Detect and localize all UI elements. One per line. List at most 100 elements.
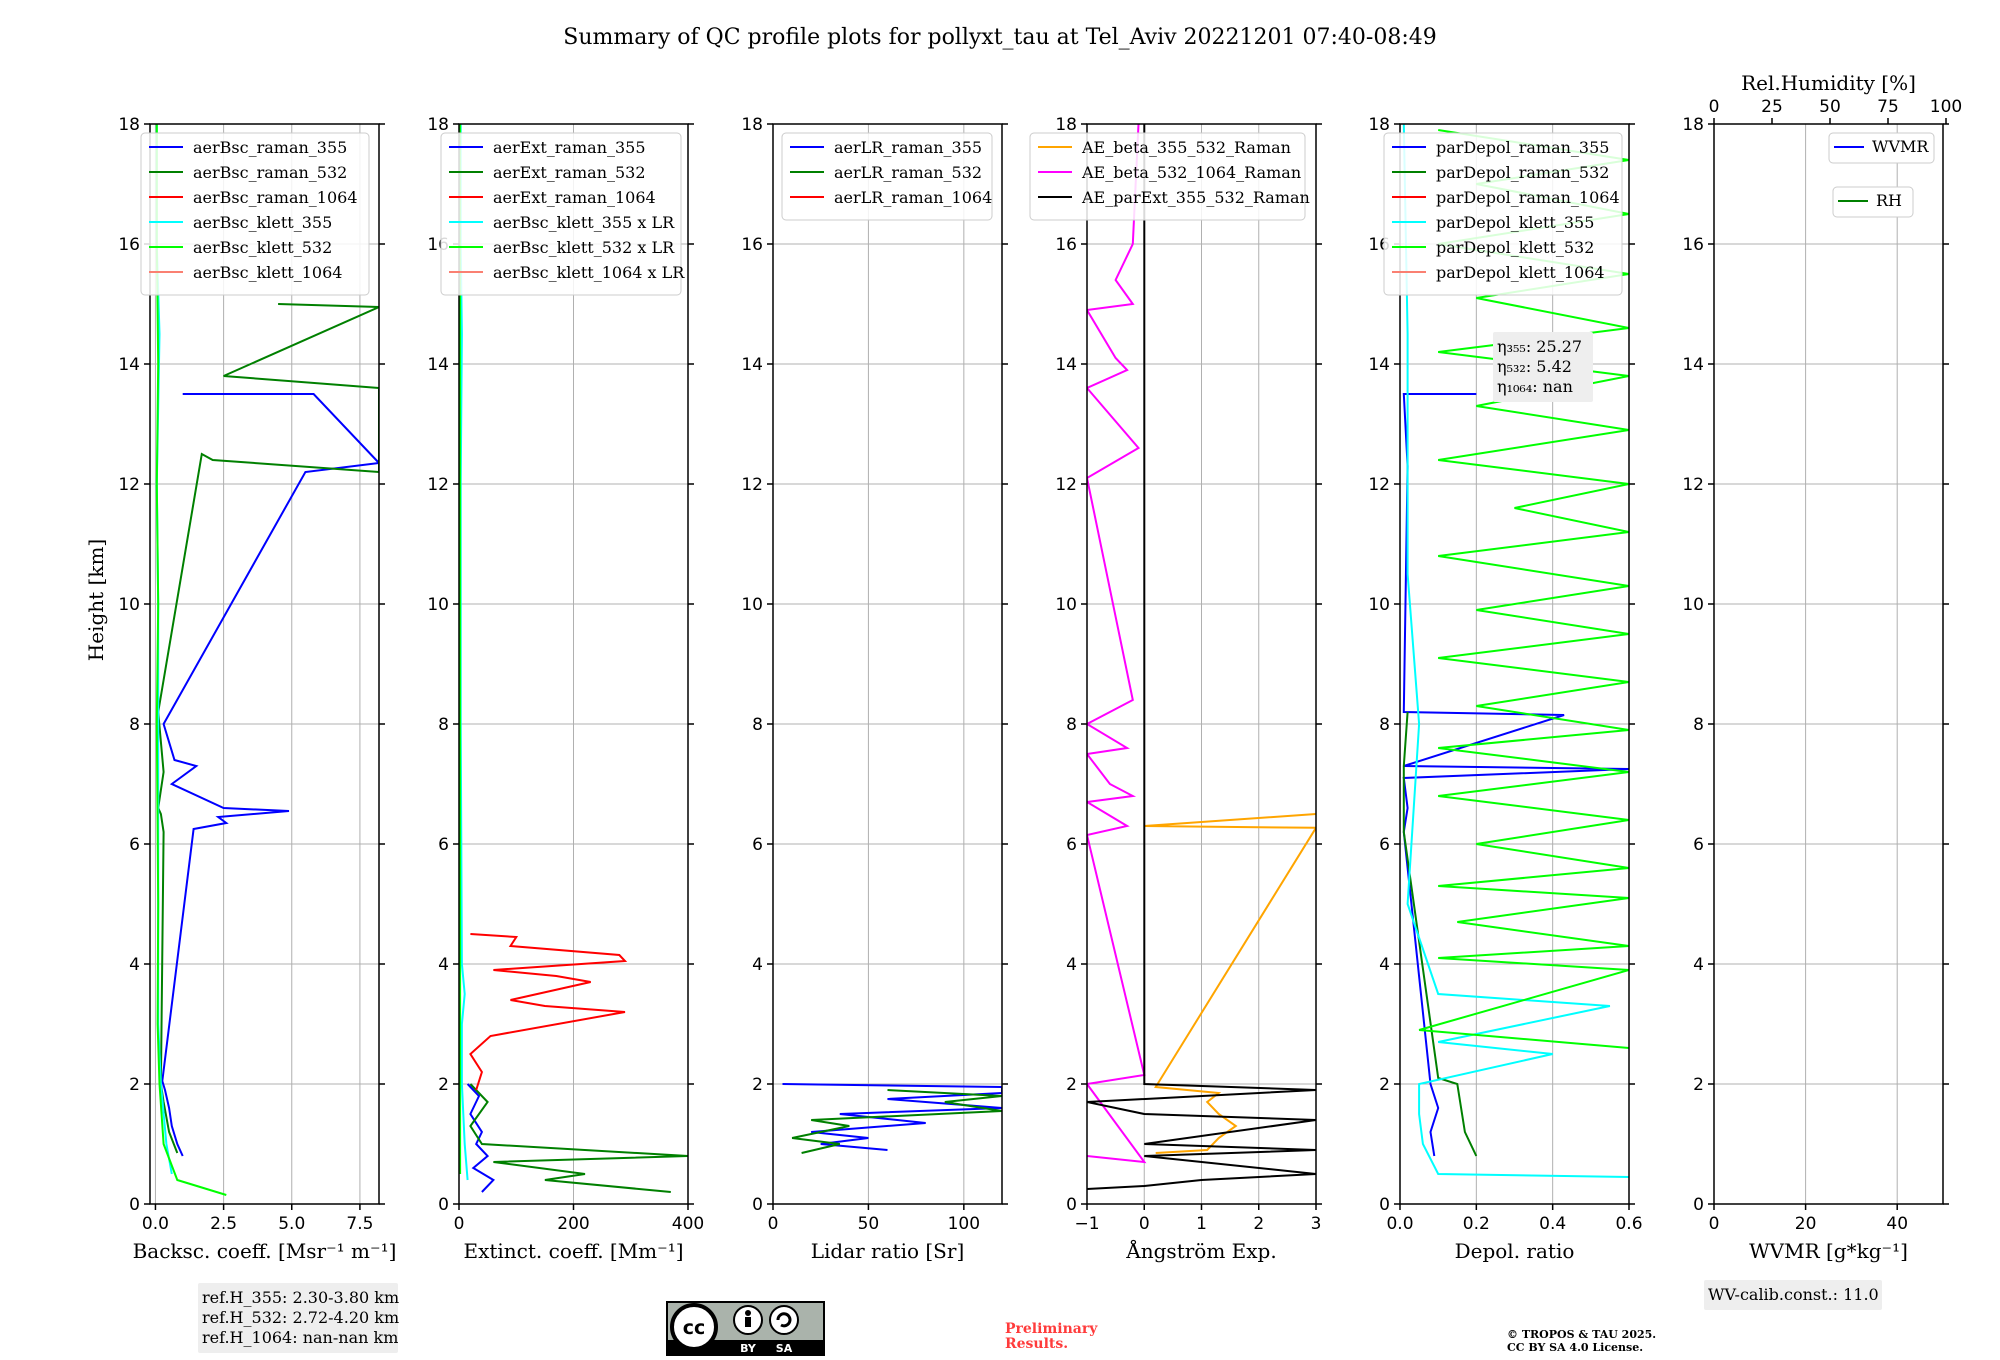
y-tick-label: 12 — [1055, 475, 1077, 495]
x2-tick-label: 75 — [1877, 97, 1899, 117]
series-line-AE_beta_355_532_Raman — [1144, 813, 1316, 1154]
y-axis-label: Height [km] — [84, 539, 108, 661]
y-tick-label: 8 — [1693, 715, 1704, 735]
series-line-AE_beta_532_1064_Raman — [1087, 124, 1147, 1164]
series-line-parDepol_klett_355 — [1402, 124, 1629, 1178]
cc-text: cc — [683, 1317, 706, 1339]
preliminary-label-line2: Results. — [1005, 1336, 1068, 1352]
y-tick-label: 14 — [427, 355, 449, 375]
y-tick-label: 10 — [118, 595, 140, 615]
legend-box — [1828, 132, 1935, 164]
y-tick-label: 2 — [438, 1075, 449, 1095]
y-tick-label: 16 — [1055, 235, 1077, 255]
x-tick-label: 7.5 — [346, 1214, 373, 1234]
y-tick-label: 18 — [1368, 115, 1390, 135]
y-tick-label: 2 — [752, 1075, 763, 1095]
x-axis-label: Depol. ratio — [1455, 1239, 1575, 1263]
y-tick-label: 12 — [427, 475, 449, 495]
legend: WVMR RH — [1828, 132, 1935, 218]
x-tick-label: 50 — [858, 1214, 880, 1234]
annotation-line: ref.H_532: 2.72-4.20 km — [202, 1308, 399, 1327]
y-tick-label: 8 — [438, 715, 449, 735]
legend-entry: aerLR_raman_1064 — [834, 188, 992, 207]
legend-box — [1832, 186, 1914, 218]
y-tick-label: 2 — [1379, 1075, 1390, 1095]
legend-entry: aerBsc_raman_1064 — [193, 188, 358, 207]
y-tick-label: 8 — [752, 715, 763, 735]
series-line-aerBsc_raman_355 — [161, 393, 379, 1157]
y-tick-label: 16 — [1682, 235, 1704, 255]
x-tick-label: 0.4 — [1539, 1214, 1566, 1234]
y-tick-label: 6 — [1693, 835, 1704, 855]
cc-license-badge[interactable]: cc BY SA — [666, 1301, 825, 1356]
legend-box — [1029, 132, 1306, 221]
series-group — [459, 124, 688, 1193]
legend: aerExt_raman_355 aerExt_raman_532 aerExt_r… — [440, 132, 685, 296]
x-tick-label: 100 — [948, 1214, 980, 1234]
x2-tick-label: 0 — [1709, 97, 1720, 117]
y-tick-label: 14 — [741, 355, 763, 375]
y-tick-label: 8 — [1379, 715, 1390, 735]
sa-text: SA — [776, 1342, 793, 1355]
y-tick-label: 18 — [427, 115, 449, 135]
y-tick-label: 8 — [129, 715, 140, 735]
annotation-bg — [198, 1283, 398, 1353]
y-tick-label: 16 — [741, 235, 763, 255]
x2-tick-label: 50 — [1819, 97, 1841, 117]
legend-box — [781, 132, 993, 221]
series-line-parDepol_raman_532 — [1402, 711, 1478, 1157]
legend-entry: parDepol_raman_355 — [1436, 138, 1609, 157]
y-tick-label: 4 — [129, 955, 140, 975]
series-line-parDepol_klett_532 — [1418, 129, 1629, 1049]
x-axis-label: Extinct. coeff. [Mm⁻¹] — [463, 1239, 683, 1263]
legend-entry: aerLR_raman_532 — [834, 163, 982, 182]
x-axis-label: Lidar ratio [Sr] — [811, 1239, 965, 1263]
by-text: BY — [740, 1342, 757, 1355]
y-tick-label: 10 — [1368, 595, 1390, 615]
legend-entry: parDepol_klett_355 — [1436, 213, 1594, 232]
series-line-aerLR_raman_355 — [782, 1083, 1002, 1151]
x-axis-label: Ångström Exp. — [1125, 1238, 1276, 1263]
y-tick-label: 4 — [1379, 955, 1390, 975]
annotation-line: η₃₅₅: 25.27 — [1497, 337, 1582, 356]
legend-entry: aerLR_raman_355 — [834, 138, 982, 157]
y-tick-label: 14 — [1055, 355, 1077, 375]
annotation-line: WV-calib.const.: 11.0 — [1708, 1285, 1879, 1304]
legend-entry: AE_parExt_355_532_Raman — [1081, 188, 1310, 207]
legend-entry: parDepol_raman_1064 — [1436, 188, 1620, 207]
x-tick-label: 200 — [557, 1214, 589, 1234]
sa-share-icon — [769, 1305, 799, 1335]
legend-entry: parDepol_klett_532 — [1436, 238, 1594, 257]
annotation-bg — [1493, 332, 1593, 402]
annotation-line: ref.H_1064: nan-nan km — [202, 1328, 398, 1347]
legend: aerLR_raman_355 aerLR_raman_532 aerLR_rama… — [781, 132, 993, 221]
legend-entry: RH — [1876, 191, 1902, 210]
y-tick-label: 0 — [1379, 1195, 1390, 1215]
legend-entry: aerExt_raman_532 — [493, 163, 646, 182]
y-tick-label: 16 — [118, 235, 140, 255]
y-tick-label: 12 — [1682, 475, 1704, 495]
legend-entry: AE_beta_532_1064_Raman — [1081, 163, 1301, 182]
legend-box — [440, 132, 682, 296]
y-tick-label: 2 — [1066, 1075, 1077, 1095]
x-axis-label: Backsc. coeff. [Msr⁻¹ m⁻¹] — [133, 1239, 397, 1263]
y-tick-label: 10 — [427, 595, 449, 615]
legend-entry: aerBsc_klett_355 x LR — [493, 213, 675, 232]
legend-entry: AE_beta_355_532_Raman — [1081, 138, 1291, 157]
preliminary-label-line1: Preliminary — [1005, 1321, 1098, 1337]
series-group — [1087, 124, 1316, 1190]
x-tick-label: 0.2 — [1463, 1214, 1490, 1234]
y-tick-label: 12 — [741, 475, 763, 495]
axes-frame — [1713, 123, 1944, 1205]
series-line-AE_parExt_355_532_Raman — [1087, 124, 1316, 1190]
y-tick-label: 4 — [438, 955, 449, 975]
legend: aerBsc_raman_355 aerBsc_raman_532 aerBsc_r… — [140, 132, 370, 296]
legend-entry: aerBsc_klett_355 — [193, 213, 332, 232]
y-tick-label: 6 — [438, 835, 449, 855]
copyright-line2: CC BY SA 4.0 License. — [1507, 1341, 1643, 1354]
legend-entry: parDepol_klett_1064 — [1436, 263, 1605, 282]
axes-frame — [149, 123, 380, 1205]
